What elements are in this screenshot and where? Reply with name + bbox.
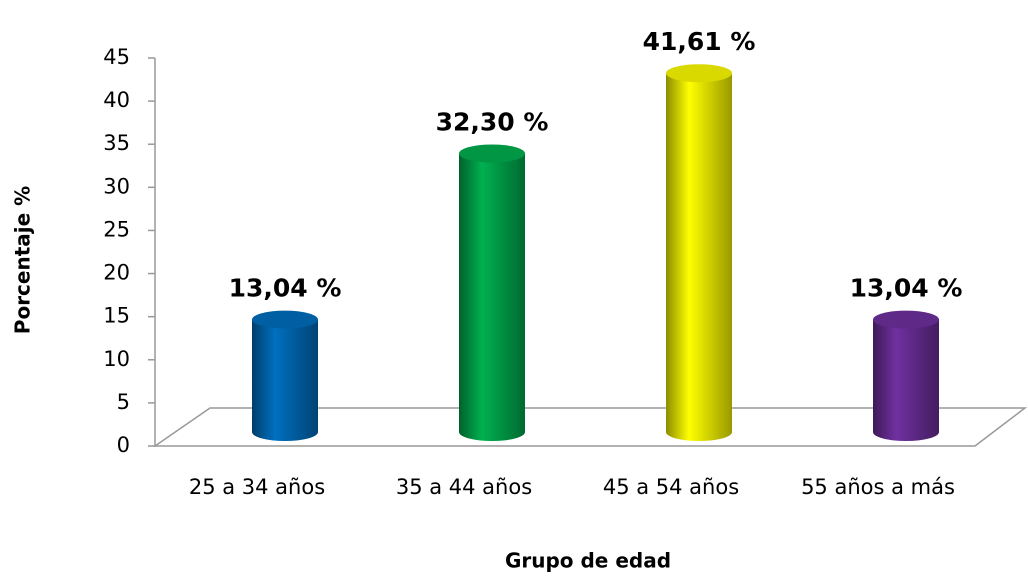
floor	[152, 407, 1028, 447]
bar-top	[873, 310, 939, 329]
y-tick-label: 15	[103, 304, 130, 328]
y-tick-label: 25	[103, 217, 130, 241]
value-label: 13,04 %	[850, 274, 963, 303]
x-tick-label: 25 a 34 años	[189, 475, 325, 499]
y-tick-label: 10	[103, 347, 130, 371]
value-label: 13,04 %	[229, 274, 342, 303]
y-tick-label: 45	[103, 45, 130, 69]
x-tick-label: 55 años a más	[801, 475, 955, 499]
y-tick-label: 0	[117, 433, 130, 457]
bar-body	[252, 319, 318, 441]
value-label: 32,30 %	[436, 108, 549, 137]
y-tick-label: 35	[103, 131, 130, 155]
bar-top	[252, 310, 318, 329]
bar-body	[873, 319, 939, 441]
bar	[873, 310, 939, 441]
x-tick-label: 35 a 44 años	[396, 475, 532, 499]
bar-top	[666, 64, 732, 83]
y-tick-label: 30	[103, 174, 130, 198]
bar	[666, 64, 732, 441]
bar-body	[666, 73, 732, 441]
bar-body	[459, 153, 525, 441]
value-label: 41,61 %	[643, 27, 756, 56]
y-tick-label: 20	[103, 261, 130, 285]
x-axis-label: Grupo de edad	[505, 549, 671, 573]
y-axis-label: Porcentaje %	[11, 186, 35, 334]
bar-top	[459, 144, 525, 163]
y-tick-label: 40	[103, 88, 130, 112]
bar	[252, 310, 318, 441]
bar	[459, 144, 525, 441]
x-tick-label: 45 a 54 años	[603, 475, 739, 499]
y-tick-label: 5	[117, 390, 130, 414]
